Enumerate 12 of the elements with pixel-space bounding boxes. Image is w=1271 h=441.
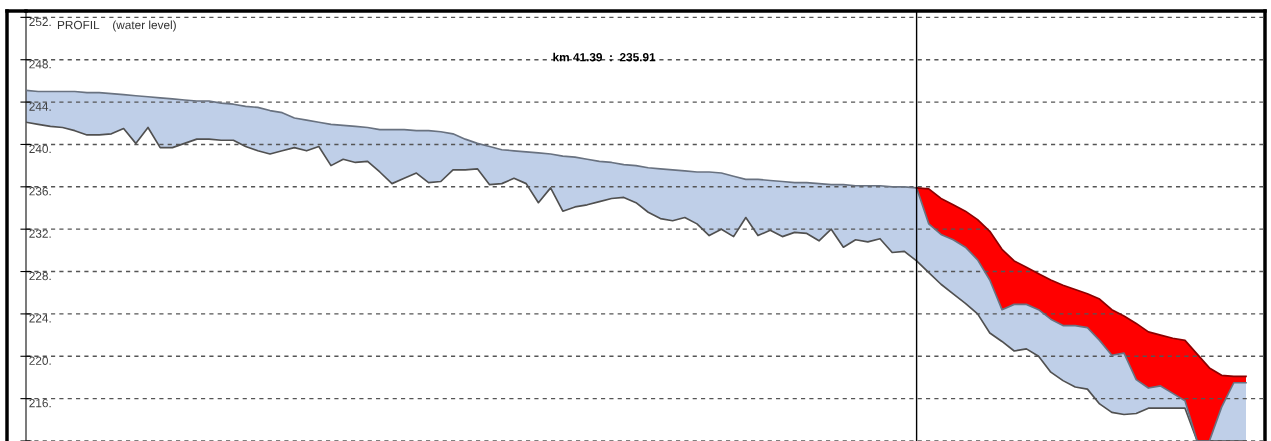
y-tick-label: 252. [29, 17, 51, 27]
y-tick-label: 224. [29, 314, 51, 323]
y-tick-label: 240. [29, 144, 51, 154]
text: PROFIL (water level) [57, 20, 176, 32]
y-tick-label: 228. [29, 271, 51, 281]
y-tick-label: 216. [29, 398, 51, 408]
y-tick-label: 248. [29, 60, 51, 69]
y-tick-label: 244. [29, 102, 51, 111]
annotation: km 41.39 : 235.91 [553, 52, 656, 62]
y-tick-label: 232. [29, 229, 51, 238]
y-tick-label: 220. [29, 356, 51, 365]
y-tick-label: 236. [29, 187, 51, 196]
